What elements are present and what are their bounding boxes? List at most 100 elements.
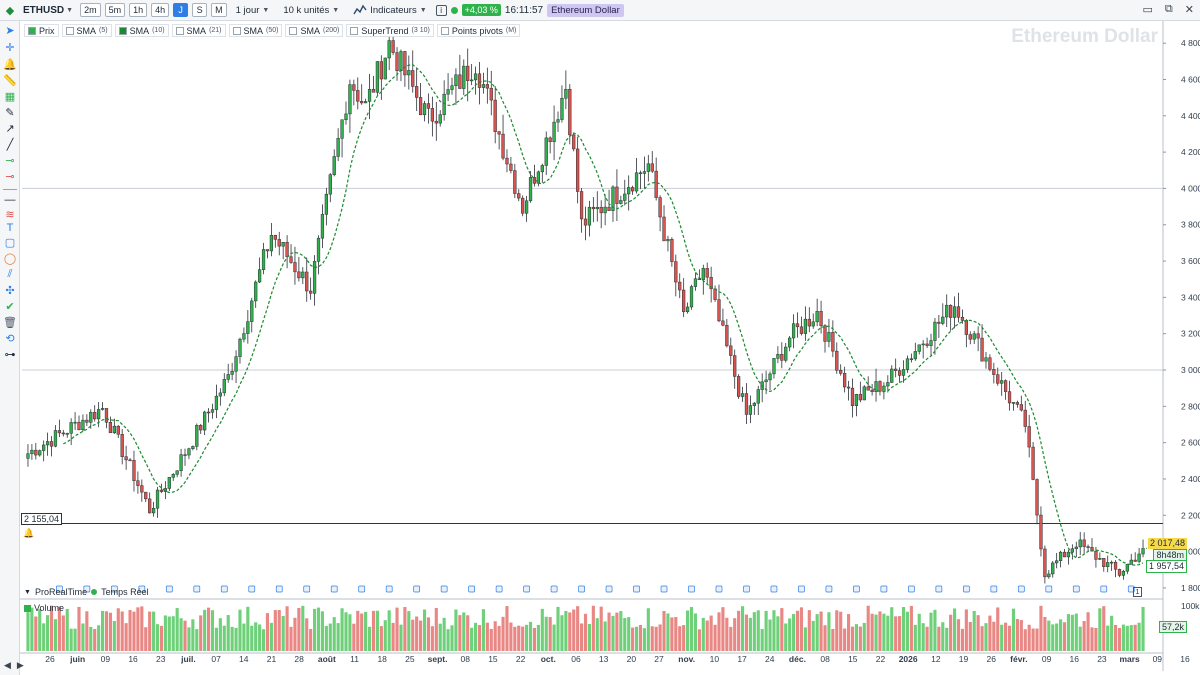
volume-bar — [112, 620, 116, 651]
legend-item-sma-200[interactable]: SMA (200) — [285, 24, 344, 37]
date-axis-tick-label: sept. — [428, 654, 448, 664]
event-marker-icon — [660, 585, 668, 593]
minimize-icon[interactable]: ▭ — [1142, 4, 1153, 16]
candle-down — [909, 358, 914, 361]
date-axis-tick-label: déc. — [789, 654, 806, 664]
candle-down — [501, 133, 505, 159]
units-dropdown[interactable]: 10 k unités ▼ — [278, 5, 344, 16]
event-marker-icon — [385, 585, 393, 593]
candle-down — [1003, 380, 1008, 392]
grid-tool-icon[interactable]: ▦ — [4, 90, 16, 103]
candle-up — [803, 318, 807, 334]
volume-bar — [415, 616, 419, 651]
legend-checkbox — [289, 26, 298, 35]
legend-item-sma-10[interactable]: SMA (10) — [114, 24, 169, 37]
legend-item-sma-5[interactable]: SMA (5) — [61, 24, 112, 37]
candle-up — [791, 323, 796, 339]
period-dropdown[interactable]: 1 jour ▼ — [231, 5, 275, 16]
candle-up — [230, 371, 234, 375]
legend-item-pivot-points[interactable]: Points pivots (M) — [436, 24, 521, 37]
candle-up — [375, 61, 380, 93]
legend-item-sma-21[interactable]: SMA (21) — [171, 24, 226, 37]
candle-down — [1027, 426, 1031, 448]
volume-bar — [1043, 616, 1047, 651]
volume-bar — [128, 609, 132, 651]
fibonacci-icon[interactable]: ≋ — [5, 208, 15, 221]
date-axis-tick-label: févr. — [1010, 654, 1028, 664]
volume-bar — [348, 614, 352, 651]
info-icon[interactable]: 1 — [1133, 587, 1142, 597]
volume-bar — [195, 629, 199, 651]
timeframe-2m-button[interactable]: 2m — [80, 3, 101, 17]
volume-bar — [77, 606, 81, 651]
volume-bar — [729, 626, 733, 651]
candle-up — [222, 379, 226, 394]
legend-item-supertrend[interactable]: SuperTrend (3 10) — [346, 24, 434, 37]
date-axis-tick-label: 06 — [571, 654, 581, 664]
info-icon[interactable]: i — [435, 4, 447, 16]
scroll-left-icon[interactable]: ◀ — [4, 660, 11, 670]
volume-bar — [556, 606, 560, 651]
crosshair-tool-icon[interactable]: ✛ — [5, 41, 15, 54]
arrow-tool-icon[interactable]: ↗ — [5, 122, 15, 135]
event-marker-icon — [963, 585, 970, 593]
timeframe-4h-button[interactable]: 4h — [151, 3, 170, 17]
volume-bar — [525, 624, 529, 651]
event-marker-icon — [743, 585, 750, 593]
timeframe-5m-button[interactable]: 5m — [104, 3, 126, 17]
candle-up — [603, 206, 607, 214]
candle-down — [371, 89, 376, 93]
candle-up — [1098, 558, 1102, 560]
legend-item-prix[interactable]: Prix — [24, 24, 59, 37]
volume-bar — [493, 621, 497, 651]
volume-bar — [937, 626, 941, 651]
line-tool-icon[interactable]: ╱ — [6, 138, 14, 151]
event-marker-icon — [798, 585, 805, 593]
candle-down — [697, 278, 701, 280]
magnet-tool-icon[interactable]: ⟲ — [5, 332, 15, 345]
volume-bar — [1086, 612, 1090, 651]
cursor-tool-icon[interactable]: ➤ — [5, 24, 15, 37]
timeframe-month-button[interactable]: M — [211, 3, 227, 17]
price-chart[interactable]: 4 800 4 600 4 400 4 200 4 000 3 800 3 600 3 400… — [20, 21, 1200, 675]
horizontal-segment-icon[interactable]: ⊸ — [5, 154, 15, 167]
horizontal-level-label[interactable]: 2 155,04 — [21, 513, 63, 525]
date-axis-tick-label: juil. — [180, 654, 196, 664]
chevron-down-icon[interactable]: ▼ — [24, 588, 31, 596]
alert-bell-icon[interactable]: 🔔 — [23, 528, 35, 538]
pattern-tool-icon[interactable]: ✣ — [5, 284, 15, 297]
checkmark-tool-icon[interactable]: ✔ — [5, 300, 15, 313]
tools-divider — [3, 189, 17, 190]
close-icon[interactable]: ✕ — [1184, 4, 1194, 16]
channel-tool-icon[interactable]: ⫽ — [7, 267, 13, 280]
link-tool-icon[interactable]: ⊶ — [4, 348, 16, 361]
rectangle-tool-icon[interactable]: ▢ — [4, 236, 16, 249]
indicators-dropdown[interactable]: Indicateurs ▼ — [348, 4, 431, 16]
pencil-tool-icon[interactable]: ✎ — [5, 106, 15, 119]
horizontal-line-icon[interactable]: — — [4, 194, 16, 206]
ruler-tool-icon[interactable]: 📏 — [3, 74, 17, 87]
volume-bar — [587, 624, 591, 651]
symbol-selector[interactable]: ETHUSD ▼ — [20, 5, 76, 16]
timeframe-week-button[interactable]: S — [192, 3, 208, 17]
restore-icon[interactable]: ⧉ — [1164, 3, 1173, 15]
candle-up — [187, 448, 191, 456]
volume-bar — [532, 627, 537, 651]
date-axis-tick-label: juin — [69, 654, 85, 664]
ellipse-tool-icon[interactable]: ◯ — [3, 252, 17, 265]
volume-bar — [214, 627, 218, 651]
text-tool-icon[interactable]: T — [6, 222, 14, 234]
alert-bell-icon[interactable]: 🔔 — [3, 58, 17, 71]
horizontal-ray-icon[interactable]: ⊸ — [5, 170, 15, 183]
candle-down — [360, 101, 364, 104]
legend-item-sma-50[interactable]: SMA (50) — [228, 24, 283, 37]
event-marker-icon — [83, 585, 91, 593]
volume-bar — [30, 607, 34, 651]
timeframe-1h-button[interactable]: 1h — [129, 3, 148, 17]
candle-up — [1055, 560, 1059, 564]
scroll-right-icon[interactable]: ▶ — [16, 660, 24, 670]
volume-panel-title[interactable]: Volume — [24, 603, 64, 613]
trash-icon[interactable]: 🗑 — [3, 316, 17, 329]
timeframe-day-button[interactable]: J — [173, 3, 189, 17]
candle-up — [195, 425, 199, 447]
